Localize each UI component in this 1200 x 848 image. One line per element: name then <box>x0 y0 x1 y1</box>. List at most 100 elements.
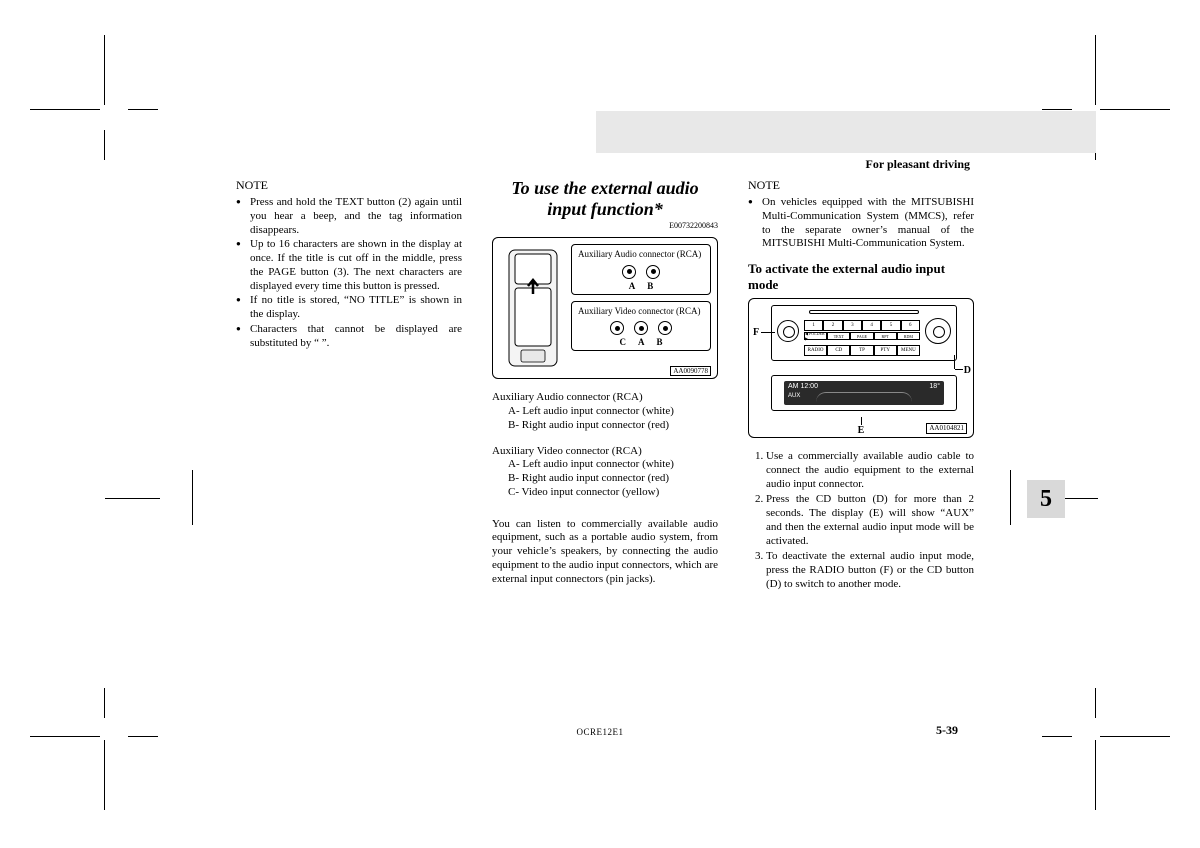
spec-line: C- Video input connector (yellow) <box>492 486 718 500</box>
callout-F: F <box>753 327 759 340</box>
fn-button: RPT <box>874 332 897 340</box>
panel-label: Auxiliary Audio connector (RCA) <box>578 249 704 260</box>
column-center: To use the external audio input function… <box>492 178 718 594</box>
fn-button: ◀ FOLDER ▶ <box>804 332 827 340</box>
fn-button: RDM <box>897 332 920 340</box>
cd-slot-icon <box>809 310 919 314</box>
preset-button: 2 <box>823 320 842 331</box>
column-right: NOTE On vehicles equipped with the MITSU… <box>748 178 974 594</box>
note-heading: NOTE <box>236 178 462 193</box>
rca-jack-icon <box>610 321 624 335</box>
footer-code: OCRE12E1 <box>0 727 1200 737</box>
callout-E: E <box>858 425 865 438</box>
mode-button: TP <box>850 345 873 356</box>
preset-button: 5 <box>881 320 900 331</box>
figure-connectors: Auxiliary Audio connector (RCA) A B Auxi… <box>492 237 718 379</box>
note-item: Up to 16 characters are shown in the dis… <box>250 238 462 293</box>
mode-button: PTY <box>874 345 897 356</box>
spec-line: B- Right audio input connector (red) <box>492 472 718 486</box>
note-item: On vehicles equipped with the MITSUBISHI… <box>762 196 974 251</box>
crop-mark <box>192 470 193 525</box>
note-item: Characters that cannot be displayed are … <box>250 323 462 351</box>
connector-letter: A <box>629 281 636 292</box>
function-row: ◀ FOLDER ▶ TEXT PAGE RPT RDM <box>804 332 920 340</box>
rca-jack-icon <box>622 265 636 279</box>
chapter-tab: 5 <box>1027 480 1065 518</box>
document-code: E00732200843 <box>492 221 718 231</box>
spec-heading: Auxiliary Audio connector (RCA) <box>492 391 718 405</box>
note-item: Press and hold the TEXT button (2) again… <box>250 196 462 237</box>
note-list: On vehicles equipped with the MITSUBISHI… <box>748 196 974 251</box>
figure-code: AA0104821 <box>926 423 967 434</box>
crop-mark <box>104 740 105 810</box>
crop-mark <box>1010 470 1011 525</box>
mode-button: MENU <box>897 345 920 356</box>
crop-mark <box>104 688 105 718</box>
crop-mark <box>128 109 158 110</box>
connector-letter: B <box>647 281 653 292</box>
steps-list: Use a commercially available audio cable… <box>748 450 974 592</box>
rca-jack-icon <box>658 321 672 335</box>
crop-mark <box>1100 109 1170 110</box>
spec-line: A- Left audio input connector (white) <box>492 405 718 419</box>
header-band <box>596 111 1096 153</box>
body-paragraph: You can listen to commercially available… <box>492 518 718 587</box>
leader-line <box>955 369 963 370</box>
crop-mark <box>1095 35 1096 105</box>
display-unit: AM 12:00 18° AUX <box>771 375 957 411</box>
lcd-gauge-icon <box>816 392 912 402</box>
preset-button: 1 <box>804 320 823 331</box>
figure-radio: F 1 2 3 4 5 6 ◀ FOLDER ▶ TEXT PAGE <box>748 298 974 438</box>
preset-button: 6 <box>901 320 920 331</box>
lcd-screen: AM 12:00 18° AUX <box>784 381 944 405</box>
leader-line <box>954 355 955 369</box>
spec-video: Auxiliary Video connector (RCA) A- Left … <box>492 445 718 500</box>
connector-letter: A <box>638 337 645 348</box>
audio-connector-panel: Auxiliary Audio connector (RCA) A B <box>571 244 711 295</box>
connector-letter: C <box>619 337 626 348</box>
crop-mark <box>1042 109 1072 110</box>
crop-mark <box>104 130 105 160</box>
spec-heading: Auxiliary Video connector (RCA) <box>492 445 718 459</box>
mode-row: RADIO CD TP PTY MENU <box>804 345 920 356</box>
page-number: 5-39 <box>936 723 958 738</box>
lcd-temp: 18° <box>929 383 940 392</box>
crop-mark <box>1095 688 1096 718</box>
knob-icon <box>777 320 799 342</box>
mode-button: RADIO <box>804 345 827 356</box>
spec-line: B- Right audio input connector (red) <box>492 419 718 433</box>
crop-mark <box>104 35 105 105</box>
subsection-heading: To activate the external audio input mod… <box>748 261 974 292</box>
video-connector-panel: Auxiliary Video connector (RCA) C A B <box>571 301 711 352</box>
rca-jack-icon <box>634 321 648 335</box>
crop-mark <box>1095 740 1096 810</box>
spec-audio: Auxiliary Audio connector (RCA) A- Left … <box>492 391 718 432</box>
knob-icon <box>925 318 951 344</box>
step-item: Use a commercially available audio cable… <box>766 450 974 491</box>
note-list: Press and hold the TEXT button (2) again… <box>236 196 462 350</box>
section-title: To use the external audio input function… <box>492 178 718 219</box>
note-item: If no title is stored, “NO TITLE” is sho… <box>250 294 462 322</box>
preset-row: 1 2 3 4 5 6 <box>804 320 920 331</box>
rca-jack-icon <box>646 265 660 279</box>
crop-mark <box>30 109 100 110</box>
lcd-am: AM <box>788 383 799 390</box>
spec-line: A- Left audio input connector (white) <box>492 458 718 472</box>
step-item: To deactivate the external audio input m… <box>766 550 974 591</box>
radio-head-unit: 1 2 3 4 5 6 ◀ FOLDER ▶ TEXT PAGE RPT RDM… <box>771 305 957 361</box>
lcd-time: 12:00 <box>800 383 818 390</box>
note-heading: NOTE <box>748 178 974 193</box>
step-item: Press the CD button (D) for more than 2 … <box>766 493 974 548</box>
console-illustration <box>499 244 567 372</box>
panel-label: Auxiliary Video connector (RCA) <box>578 306 704 317</box>
preset-button: 3 <box>843 320 862 331</box>
fn-button: PAGE <box>850 332 873 340</box>
callout-D: D <box>964 365 971 378</box>
crop-mark <box>105 498 160 499</box>
fn-button: TEXT <box>827 332 850 340</box>
connector-letter: B <box>656 337 662 348</box>
page-content: NOTE Press and hold the TEXT button (2) … <box>236 178 974 594</box>
column-left: NOTE Press and hold the TEXT button (2) … <box>236 178 462 594</box>
mode-button: CD <box>827 345 850 356</box>
preset-button: 4 <box>862 320 881 331</box>
